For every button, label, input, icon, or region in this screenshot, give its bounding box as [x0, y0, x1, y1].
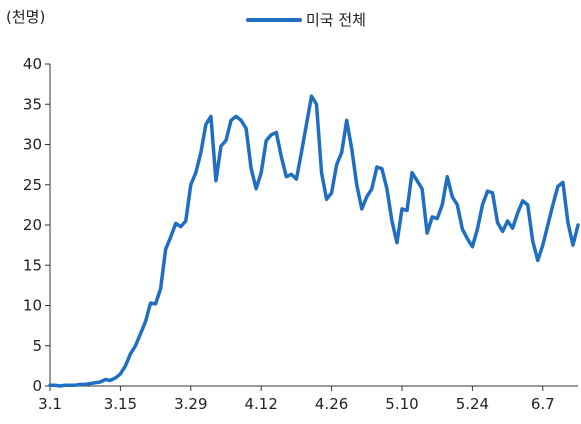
- y-tick-label: 40: [23, 55, 42, 73]
- y-tick-label: 15: [23, 256, 42, 274]
- y-axis-ticks: 0 5 10 15 20 25 30 35 40: [23, 55, 50, 395]
- y-tick-label: 30: [23, 136, 42, 154]
- y-tick-label: 5: [32, 337, 42, 355]
- x-tick-label: 3.15: [104, 395, 137, 413]
- y-tick-label: 35: [23, 95, 42, 113]
- y-tick-label: 10: [23, 297, 42, 315]
- x-tick-label: 5.24: [456, 395, 489, 413]
- series-line-us-total: [48, 94, 580, 388]
- legend-line-swatch: [246, 17, 302, 22]
- y-axis-unit-label: (천명): [6, 8, 46, 26]
- chart-legend: 미국 전체: [246, 9, 366, 30]
- x-tick-label: 4.12: [244, 395, 277, 413]
- x-axis-ticks: 3.1 3.15 3.29 4.12 4.26 5.10 5.24 6.7: [38, 386, 555, 413]
- y-tick-label: 0: [32, 377, 42, 395]
- y-tick-label: 25: [23, 176, 42, 194]
- x-tick-label: 6.7: [531, 395, 555, 413]
- x-tick-label: 3.1: [38, 395, 62, 413]
- x-tick-label: 5.10: [385, 395, 418, 413]
- x-tick-label: 3.29: [174, 395, 207, 413]
- y-tick-label: 20: [23, 216, 42, 234]
- x-tick-label: 4.26: [315, 395, 348, 413]
- legend-series-label: 미국 전체: [306, 11, 366, 29]
